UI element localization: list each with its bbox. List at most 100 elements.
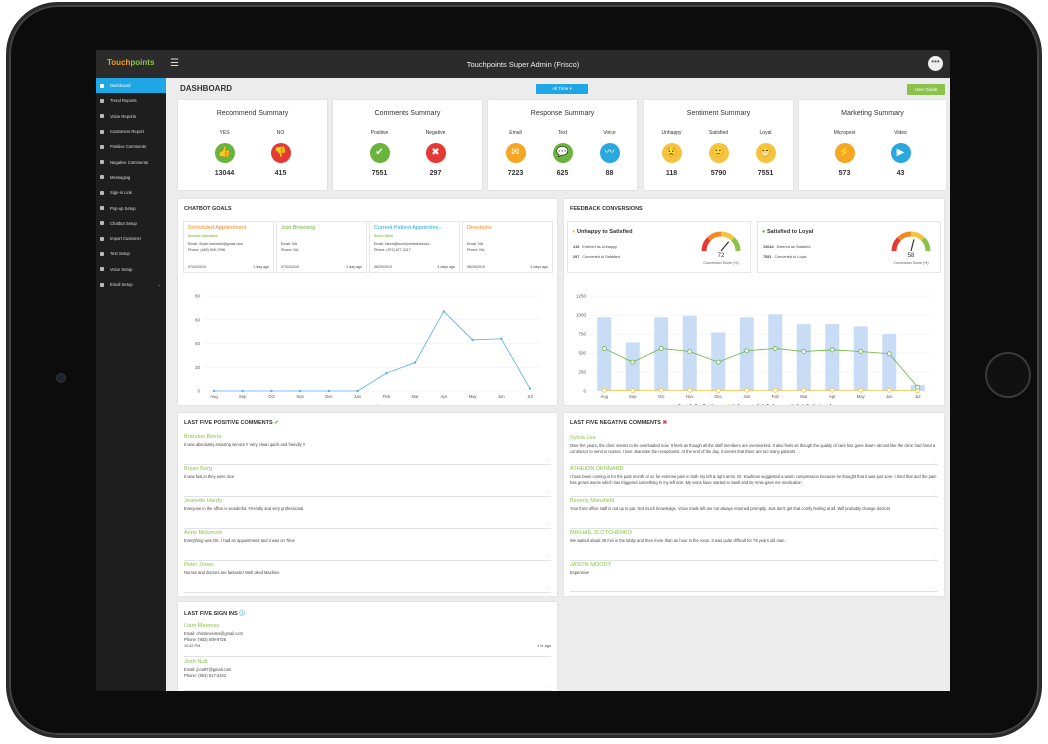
series-point[interactable] [601,387,607,393]
sign-in-name[interactable]: Liam Maroney [184,623,220,629]
sidebar-item-negative-comments[interactable]: Negative Comments [96,154,166,169]
series-point[interactable] [630,359,636,365]
comment-author[interactable]: Brandon Beers [184,434,222,440]
sidebar-item-pop-up-setup[interactable]: Pop-up Setup [96,200,166,215]
comment-author[interactable]: Sylvia Lee [570,435,596,441]
goal-point[interactable] [298,389,302,393]
series-point[interactable] [744,348,750,354]
goal-point[interactable] [270,389,273,393]
series-point[interactable] [744,387,750,393]
series-point[interactable] [772,346,778,351]
comment-author[interactable]: Anne Mckenzie [184,530,223,536]
goal-card[interactable]: Current Patient Appointme... Steve Allen E… [369,221,460,273]
more-icon[interactable]: ... [932,584,936,589]
goal-point[interactable] [413,361,417,364]
goal-point[interactable] [212,389,216,393]
comment-item[interactable]: ATHEION DENNARD I have been coming in for… [570,466,938,497]
more-icon[interactable]: ... [545,683,549,688]
comment-author[interactable]: Bryan Berg [184,466,212,472]
series-point[interactable] [687,387,693,393]
comment-item[interactable]: Anne Mckenzie Everything was OK. I had an… [184,530,551,561]
feedback-bar[interactable] [853,326,868,391]
series-point[interactable] [886,387,892,393]
comment-author[interactable]: JASON MOODY [570,562,612,568]
feedback-bar[interactable] [597,317,612,391]
summary-metric[interactable]: Negative ✖ 297 [416,130,456,177]
feedback-bar[interactable] [739,317,754,391]
sidebar-item-email-setup[interactable]: Email Setup ⌄ [96,277,166,292]
series-point[interactable] [801,387,807,393]
comment-item[interactable]: Brandon Beers It was absolutely amazing s… [184,434,551,465]
sign-in-name[interactable]: Josh Nutt [184,659,208,665]
series-point[interactable] [858,349,864,354]
goal-card[interactable]: Directions Email: NA Phone: NA 06/29/2019 4 … [462,221,553,273]
sign-in-item[interactable]: Josh Nutt Email: jcnutt7@gmail.com Phone: … [184,659,551,691]
goal-card[interactable]: Scheduled Appointment Susette Stannard Ema… [183,221,274,273]
comment-author[interactable]: ATHEION DENNARD [570,466,624,472]
feedback-bar[interactable] [825,324,840,391]
summary-metric[interactable]: Loyal 😁 7551 [746,130,786,177]
series-point[interactable] [658,346,664,351]
sidebar-item-dashboard[interactable]: Dashboard [96,78,166,94]
feedback-bar[interactable] [882,334,897,391]
hamburger-menu-icon[interactable]: ☰ [170,58,179,69]
comment-author[interactable]: MIKHAIL ZLOTCHENKO [570,530,632,536]
comment-item[interactable]: Sylvia Lee Over the years, the clinic see… [570,435,938,465]
sidebar-item-voice-setup[interactable]: Voice Setup [96,262,166,277]
series-point[interactable] [715,359,721,365]
sidebar-item-messaging[interactable]: Messaging [96,170,166,185]
summary-metric[interactable]: Voice 〰 88 [590,130,630,177]
comment-item[interactable]: Beverly Mansfield Your front office staff… [570,498,938,529]
more-icon[interactable]: ... [932,489,936,494]
comment-item[interactable]: Bryan Berg It was fast,in they were nice.… [184,466,551,497]
goal-card[interactable]: Just Browsing Email: NA Phone: NA 07/02/201… [276,221,367,273]
more-icon[interactable]: ... [545,521,549,526]
series-point[interactable] [858,387,864,393]
more-icon[interactable]: ... [545,553,549,558]
series-point[interactable] [772,387,778,393]
app-logo[interactable]: Touchpoints [107,58,154,67]
summary-metric[interactable]: Video ▶ 43 [881,130,921,177]
summary-metric[interactable]: Micropost ⚡ 573 [825,130,865,177]
goal-point[interactable] [471,338,474,342]
comment-item[interactable]: Jeanette Hardy Everyone in the office is … [184,498,551,529]
more-icon[interactable]: ... [932,521,936,526]
summary-metric[interactable]: Text 💬 625 [543,130,583,177]
conversion-card[interactable]: ● Satisfied to Loyal 13044 Entered as Sati… [757,221,941,273]
feedback-bar[interactable] [768,314,783,391]
goal-point[interactable] [442,310,446,313]
sign-in-item[interactable]: Liam Maroney Email: christinesims@gmail.c… [184,623,551,657]
summary-metric[interactable]: NO 👎 415 [261,130,301,177]
summary-metric[interactable]: Email ✉ 7223 [496,130,536,177]
series-point[interactable] [829,347,835,353]
comment-item[interactable]: JASON MOODY Expensive... [570,562,938,592]
sidebar-item-import-customer[interactable]: Import Customer [96,231,166,246]
series-point[interactable] [886,351,892,357]
feedback-bar[interactable] [796,324,811,391]
series-point[interactable] [658,387,664,393]
sidebar-item-customers-report[interactable]: Customers Report [96,124,166,139]
goal-point[interactable] [528,387,532,390]
sidebar-item-positive-comments[interactable]: Positive Comments [96,139,166,154]
feedback-bar[interactable] [625,342,640,391]
sidebar-item-voice-reports[interactable]: Voice Reports [96,109,166,124]
goal-point[interactable] [241,389,244,393]
sidebar-item-trend-reports[interactable]: Trend Reports [96,93,166,108]
sidebar-item-sign-in-link[interactable]: Sign-in Link [96,185,166,200]
series-point[interactable] [829,387,835,393]
series-point[interactable] [601,346,607,351]
feedback-bar[interactable] [654,317,669,391]
goal-point[interactable] [500,337,503,340]
more-icon[interactable]: ... [545,457,549,462]
comment-author[interactable]: Jeanette Hardy [184,498,222,504]
comment-item[interactable]: MIKHAIL ZLOTCHENKO We waited about 30 min… [570,530,938,561]
goal-point[interactable] [356,389,359,393]
more-icon[interactable]: ... [545,489,549,494]
series-point[interactable] [715,388,721,394]
more-icon[interactable]: ... [932,457,936,462]
goal-point[interactable] [385,371,388,375]
series-point[interactable] [801,349,807,354]
goal-point[interactable] [327,389,331,393]
conversion-card[interactable]: ● Unhappy to Satisfied 415 Entered as Unha… [567,221,751,273]
user-avatar[interactable]: ••• [928,56,943,71]
